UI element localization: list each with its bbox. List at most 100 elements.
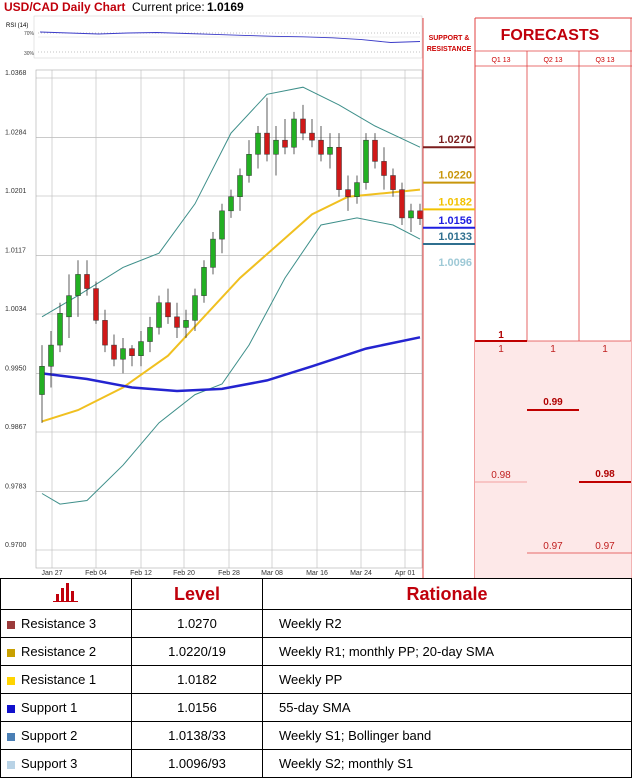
rsi-tick-70: 70%: [24, 31, 35, 37]
candle-body: [219, 210, 225, 240]
candle-body: [345, 189, 351, 197]
level-swatch: [7, 676, 15, 685]
candle-body: [201, 267, 207, 296]
forecast-col-q3: Q3 13: [595, 57, 614, 64]
candle-body: [336, 146, 342, 190]
forecast-value: 0.98: [491, 470, 511, 481]
candle-body: [57, 313, 63, 346]
sma55-line: [41, 336, 421, 393]
y-tick-label: 0.9867: [5, 424, 27, 431]
candle-body: [372, 139, 378, 162]
x-tick-label: Mar 08: [261, 570, 283, 577]
y-tick-label: 1.0201: [5, 188, 27, 195]
level-header: Level: [131, 578, 263, 610]
level-value: 1.0270: [131, 609, 263, 638]
rsi-line: [39, 31, 421, 43]
x-axis: Jan 27 Feb 04 Feb 12 Feb 20 Feb 28 Mar 08 Mar …: [41, 570, 415, 577]
candle-body: [327, 146, 333, 155]
candle-body: [408, 210, 414, 219]
candle-body: [390, 175, 396, 190]
x-tick-label: Mar 16: [306, 570, 328, 577]
forecast-col-q2: Q2 13: [543, 57, 562, 64]
forecast-range-label: 1: [498, 344, 504, 355]
level-name-text: Resistance 1: [21, 672, 97, 687]
table-row: Support 1 1.0156 55-day SMA: [0, 693, 632, 722]
candle-body: [309, 132, 315, 141]
candle-body: [237, 175, 243, 197]
x-tick-label: Feb 12: [130, 570, 152, 577]
candle-body: [210, 238, 216, 268]
candle-body: [399, 189, 405, 219]
current-price: 1.0169: [207, 0, 244, 14]
bollinger-lower-line: [41, 217, 421, 505]
candle-body: [246, 154, 252, 176]
x-tick-label: Feb 04: [85, 570, 107, 577]
x-tick-label: Jan 27: [41, 570, 62, 577]
level-swatch: [7, 760, 15, 769]
x-tick-label: Mar 24: [350, 570, 372, 577]
forecast-col-q1: Q1 13: [491, 57, 510, 64]
candle-body: [228, 196, 234, 212]
forecast-value: 1: [498, 330, 504, 341]
level-value: 1.0096/93: [131, 749, 263, 778]
y-tick-label: 1.0284: [5, 129, 27, 136]
level-name: Resistance 1: [0, 665, 132, 694]
level-rationale: Weekly R2: [262, 609, 632, 638]
table-row: Resistance 2 1.0220/19 Weekly R1; monthly …: [0, 637, 632, 666]
level-value: 1.0156: [131, 693, 263, 722]
bollinger-bands: [41, 86, 421, 505]
levels-table: Level Rationale Resistance 3 1.0270 Weekly…: [0, 578, 632, 778]
forecast-shade: [475, 341, 631, 578]
candle-body: [318, 139, 324, 155]
level-name: Resistance 3: [0, 609, 132, 638]
forecast-range-label: 1: [550, 344, 556, 355]
candle-body: [363, 139, 369, 183]
candles: [39, 97, 423, 423]
table-row: Resistance 3 1.0270 Weekly R2: [0, 609, 632, 638]
sr-header-2: RESISTANCE: [427, 46, 472, 53]
y-tick-label: 1.0117: [5, 247, 26, 254]
x-tick-label: Feb 20: [173, 570, 195, 577]
candle-body: [354, 182, 360, 197]
candle-body: [183, 320, 189, 328]
candle-body: [84, 274, 90, 289]
y-tick-label: 0.9783: [5, 483, 27, 490]
sr-value: 1.0096: [438, 257, 472, 269]
candle-body: [120, 348, 126, 360]
candle-body: [174, 316, 180, 328]
forecast-range-label: 0.97: [595, 541, 615, 552]
forecast-panel: FORECASTS Q1 13 Q2 13 Q3 13 1 0.98 0.99 0.9…: [475, 17, 632, 578]
y-tick-label: 0.9700: [5, 542, 27, 549]
forecast-ranges: 1 0.98 0.99 0.98 1 1 1 0.97 0.97: [475, 330, 632, 578]
bar-chart-icon: [53, 582, 78, 602]
chart-canvas: RSI (14) 70% 30% 1.0368 1.0284 1.0201 1.011…: [5, 15, 632, 578]
y-tick-label: 0.9950: [5, 365, 27, 372]
candle-body: [147, 327, 153, 342]
forecast-range-label: 0.97: [543, 541, 563, 552]
moving-averages: [41, 188, 421, 423]
x-tick-label: Apr 01: [395, 570, 416, 577]
candle-body: [291, 118, 297, 148]
candle-body: [264, 132, 270, 155]
level-swatch: [7, 620, 15, 629]
level-value: 1.0138/33: [131, 721, 263, 750]
sma20-line: [41, 188, 421, 423]
sr-value: 1.0220: [438, 170, 472, 182]
sr-value: 1.0182: [438, 196, 472, 208]
level-swatch: [7, 732, 15, 741]
y-tick-label: 1.0034: [5, 306, 27, 313]
table-row: Resistance 1 1.0182 Weekly PP: [0, 665, 632, 694]
candle-body: [48, 344, 54, 367]
candle-body: [165, 302, 171, 318]
candle-body: [39, 366, 45, 395]
y-tick-label: 1.0368: [5, 70, 27, 77]
level-name: Support 3: [0, 749, 132, 778]
candle-body: [255, 132, 261, 155]
level-rationale: Weekly R1; monthly PP; 20-day SMA: [262, 637, 632, 666]
support-resistance-labels: 1.0270 1.0220 1.0182 1.0156 1.0133 1.0096: [423, 134, 475, 269]
rsi-panel: RSI (14) 70% 30%: [6, 15, 423, 59]
candle-body: [138, 341, 144, 356]
level-rationale: Weekly PP: [262, 665, 632, 694]
candle-body: [273, 139, 279, 155]
level-value: 1.0220/19: [131, 637, 263, 666]
